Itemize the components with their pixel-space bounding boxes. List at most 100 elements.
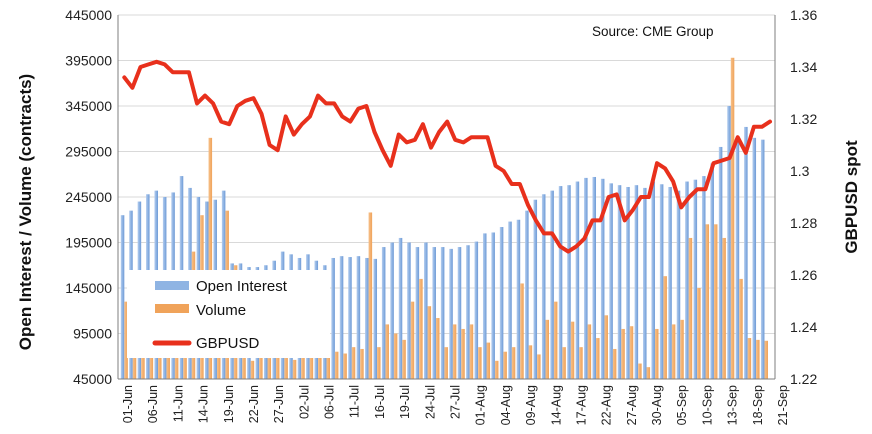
x-axis-tick-label: 01-Jun <box>121 385 135 423</box>
x-axis-tick-label: 30-Aug <box>650 385 664 425</box>
volume-bar <box>680 319 684 379</box>
volume-bar <box>596 338 600 379</box>
open-interest-bar <box>676 190 681 379</box>
open-interest-bar <box>567 185 571 379</box>
right-axis-title: GBPUSD spot <box>842 140 861 254</box>
volume-bar <box>132 348 137 379</box>
x-axis-tick-label: 05-Sep <box>675 385 689 425</box>
open-interest-bar <box>744 126 748 380</box>
volume-bar <box>351 347 356 379</box>
volume-bar <box>494 360 499 379</box>
open-interest-bar <box>356 256 361 379</box>
volume-bar <box>419 278 423 379</box>
volume-bar <box>183 356 187 379</box>
x-axis-tick-label: 04-Aug <box>499 385 513 425</box>
x-axis-tick-label: 19-Jun <box>222 385 236 423</box>
x-axis-tick-label: 01-Aug <box>474 385 488 425</box>
x-axis-tick-label: 14-Aug <box>549 385 563 425</box>
legend-label-gbpusd: GBPUSD <box>196 335 260 352</box>
volume-bar <box>688 237 693 379</box>
legend-swatch-open-interest <box>155 281 189 290</box>
open-interest-bar <box>558 186 563 379</box>
open-interest-bar <box>659 184 664 379</box>
volume-bar <box>705 224 710 379</box>
volume-bar <box>730 57 735 380</box>
volume-bar <box>174 356 179 379</box>
open-interest-bar <box>735 137 740 379</box>
volume-bar <box>427 306 432 379</box>
x-axis-tick-label: 22-Aug <box>600 385 614 425</box>
volume-bar <box>537 354 541 379</box>
open-interest-bar <box>373 258 378 379</box>
volume-bar <box>520 283 524 379</box>
left-axis-tick-label: 245000 <box>65 189 112 205</box>
volume-bar <box>697 288 701 379</box>
volume-bar <box>343 353 347 379</box>
x-axis-tick-label: 19-Jul <box>398 385 412 419</box>
right-axis-tick-label: 1.24 <box>790 319 817 335</box>
volume-bar <box>511 347 516 379</box>
x-axis-tick-label: 18-Sep <box>751 385 765 425</box>
volume-bar <box>242 356 246 379</box>
open-interest-bar <box>390 242 394 379</box>
x-axis-tick-label: 11-Jul <box>348 385 362 418</box>
volume-bar <box>124 301 128 379</box>
open-interest-bar <box>457 247 462 379</box>
left-axis-tick-label: 445000 <box>65 7 112 23</box>
open-interest-bar <box>482 233 487 379</box>
open-interest-bar <box>424 242 428 379</box>
open-interest-bar <box>449 248 453 379</box>
gbpusd-line-layer <box>122 59 772 254</box>
open-interest-bar <box>575 181 580 379</box>
volume-bar <box>587 324 592 379</box>
left-axis-tick-label: 145000 <box>65 280 112 296</box>
left-axis-tick-label: 195000 <box>65 235 112 251</box>
volume-bar <box>553 301 558 379</box>
volume-bar <box>747 338 752 379</box>
volume-bar <box>612 348 617 379</box>
left-axis-title: Open Interest / Volume (contracts) <box>16 74 35 350</box>
x-axis-tick-label: 09-Aug <box>524 385 538 425</box>
open-interest-bar <box>491 232 495 379</box>
volume-bar <box>646 367 651 379</box>
open-interest-bar <box>685 181 689 379</box>
open-interest-bar <box>398 237 403 379</box>
x-axis-tick-label: 02-Jul <box>297 385 311 419</box>
volume-bar <box>478 347 482 379</box>
open-interest-bar <box>643 187 647 379</box>
open-interest-bar <box>710 163 714 379</box>
right-axis-tick-label: 1.28 <box>790 215 817 231</box>
x-axis-tick-label: 24-Jul <box>423 385 437 419</box>
open-interest-bar <box>365 257 369 379</box>
volume-bar <box>377 347 381 379</box>
legend-label-open-interest: Open Interest <box>196 278 288 295</box>
volume-bar <box>385 324 389 379</box>
right-axis-tick-label: 1.36 <box>790 7 817 23</box>
open-interest-bar <box>415 247 420 379</box>
volume-bar <box>722 237 726 379</box>
volume-bar <box>621 328 625 379</box>
left-axis-tick-label: 295000 <box>65 144 112 160</box>
volume-bar <box>469 324 474 379</box>
open-interest-bar <box>718 146 723 379</box>
open-interest-bar <box>584 177 588 379</box>
left-axis-tick-label: 395000 <box>65 53 112 69</box>
open-interest-bar <box>550 190 554 379</box>
open-interest-bar <box>499 227 504 379</box>
x-axis-tick-label: 06-Jun <box>146 385 160 423</box>
open-interest-bar <box>508 221 512 379</box>
open-interest-bar <box>381 247 386 379</box>
volume-bar <box>444 347 448 379</box>
open-interest-bar <box>474 241 479 379</box>
gbpusd-line <box>122 59 772 254</box>
volume-bar <box>284 351 288 379</box>
x-axis-tick-label: 27-Jul <box>449 385 463 419</box>
open-interest-bar <box>339 256 344 379</box>
volume-bar <box>267 358 272 379</box>
volume-bar <box>461 328 465 379</box>
volume-bar <box>503 351 507 379</box>
right-axis-tick-label: 1.22 <box>790 371 817 387</box>
volume-bar <box>208 137 213 379</box>
volume-bar <box>579 347 583 379</box>
volume-bar <box>360 348 364 379</box>
